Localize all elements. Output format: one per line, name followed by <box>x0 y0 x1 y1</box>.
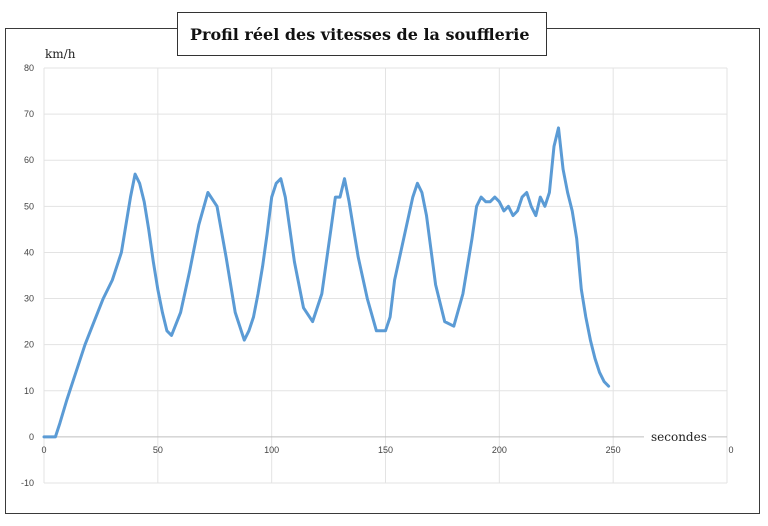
chart-frame <box>5 28 760 514</box>
y-tick-label: 80 <box>24 63 34 73</box>
x-tick-label-partial: 0 <box>728 445 733 455</box>
y-tick-label: 40 <box>24 247 34 257</box>
chart-title: Profil réel des vitesses de la souffleri… <box>190 24 530 44</box>
grid-lines <box>43 67 728 484</box>
y-tick-label: 10 <box>24 386 34 396</box>
y-axis-label: km/h <box>45 47 76 61</box>
x-axis-label-bg <box>644 426 708 446</box>
tick-labels: -10 0 10 20 30 40 50 60 70 80 0 50 100 150 200 250 0 <box>21 63 734 488</box>
y-tick-label: -10 <box>21 478 34 488</box>
y-tick-label: 30 <box>24 294 34 304</box>
y-tick-label: 50 <box>24 201 34 211</box>
series-line <box>42 126 611 439</box>
chart-title-box: Profil réel des vitesses de la souffleri… <box>177 12 547 56</box>
series <box>42 126 611 439</box>
x-tick-label: 150 <box>378 445 393 455</box>
y-tick-label: 0 <box>29 432 34 442</box>
x-tick-label: 250 <box>606 445 621 455</box>
y-tick-label: 20 <box>24 340 34 350</box>
y-tick-label: 70 <box>24 109 34 119</box>
x-axis-label: secondes <box>651 430 707 444</box>
x-tick-label: 0 <box>41 445 46 455</box>
y-tick-label: 60 <box>24 155 34 165</box>
axes <box>44 426 727 446</box>
x-tick-label: 200 <box>492 445 507 455</box>
x-tick-label: 50 <box>153 445 163 455</box>
x-tick-label: 100 <box>264 445 279 455</box>
